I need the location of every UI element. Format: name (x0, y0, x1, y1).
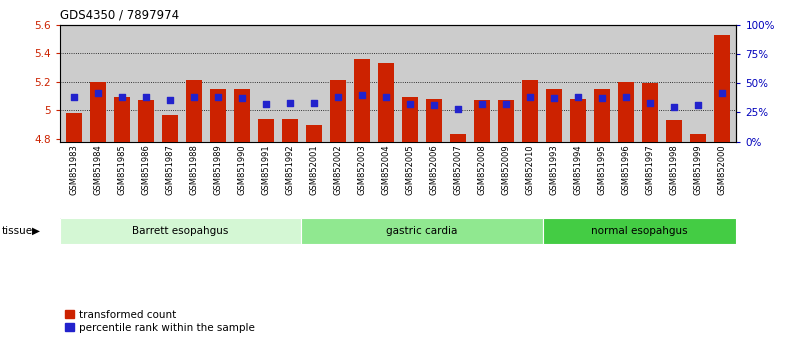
Bar (302, 218, 543, 244)
Point (692, 103, 704, 108)
Bar (115, 97, 130, 142)
Point (259, 101, 272, 107)
Bar (90, 82, 106, 142)
Point (427, 103, 440, 108)
Point (140, 95, 153, 100)
Bar (474, 100, 490, 142)
Bar (283, 119, 298, 142)
Point (643, 100, 656, 106)
Bar (714, 35, 730, 142)
Bar (354, 59, 370, 142)
Bar (60, 218, 302, 244)
Point (236, 96, 248, 101)
Bar (139, 100, 154, 142)
Bar (66, 113, 82, 142)
Point (716, 90, 728, 95)
Legend: transformed count, percentile rank within the sample: transformed count, percentile rank withi… (65, 310, 256, 333)
Bar (330, 80, 345, 142)
Point (500, 101, 513, 107)
Point (92, 90, 104, 95)
Bar (690, 135, 706, 142)
Bar (402, 97, 418, 142)
Point (356, 92, 369, 98)
Point (188, 95, 201, 100)
Text: gastric cardia: gastric cardia (387, 226, 458, 236)
Point (283, 100, 296, 106)
Point (451, 106, 464, 112)
Bar (210, 89, 226, 142)
Text: normal esopahgus: normal esopahgus (591, 226, 688, 236)
Text: Barrett esopahgus: Barrett esopahgus (132, 226, 228, 236)
Bar (546, 89, 562, 142)
Bar (451, 135, 466, 142)
Bar (498, 100, 513, 142)
Bar (543, 218, 736, 244)
Bar (618, 82, 634, 142)
Point (668, 104, 681, 109)
Point (548, 96, 560, 101)
Point (619, 95, 632, 100)
Text: ▶: ▶ (32, 226, 40, 236)
Text: GDS4350 / 7897974: GDS4350 / 7897974 (60, 8, 179, 21)
Bar (258, 119, 274, 142)
Point (524, 95, 537, 100)
Point (572, 95, 584, 100)
Bar (186, 80, 202, 142)
Point (595, 96, 608, 101)
Point (380, 95, 392, 100)
Point (308, 100, 321, 106)
Bar (306, 125, 322, 142)
Point (212, 95, 224, 100)
Point (475, 101, 488, 107)
Point (332, 95, 345, 100)
Bar (666, 120, 681, 142)
Bar (426, 99, 442, 142)
Bar (642, 83, 657, 142)
Bar (162, 115, 178, 142)
Point (68, 95, 80, 100)
Bar (594, 89, 610, 142)
Bar (378, 63, 394, 142)
Bar (522, 80, 538, 142)
Bar (234, 89, 250, 142)
Point (404, 101, 416, 107)
Point (115, 95, 128, 100)
Bar (570, 99, 586, 142)
Point (164, 97, 177, 102)
Text: tissue: tissue (2, 226, 33, 236)
